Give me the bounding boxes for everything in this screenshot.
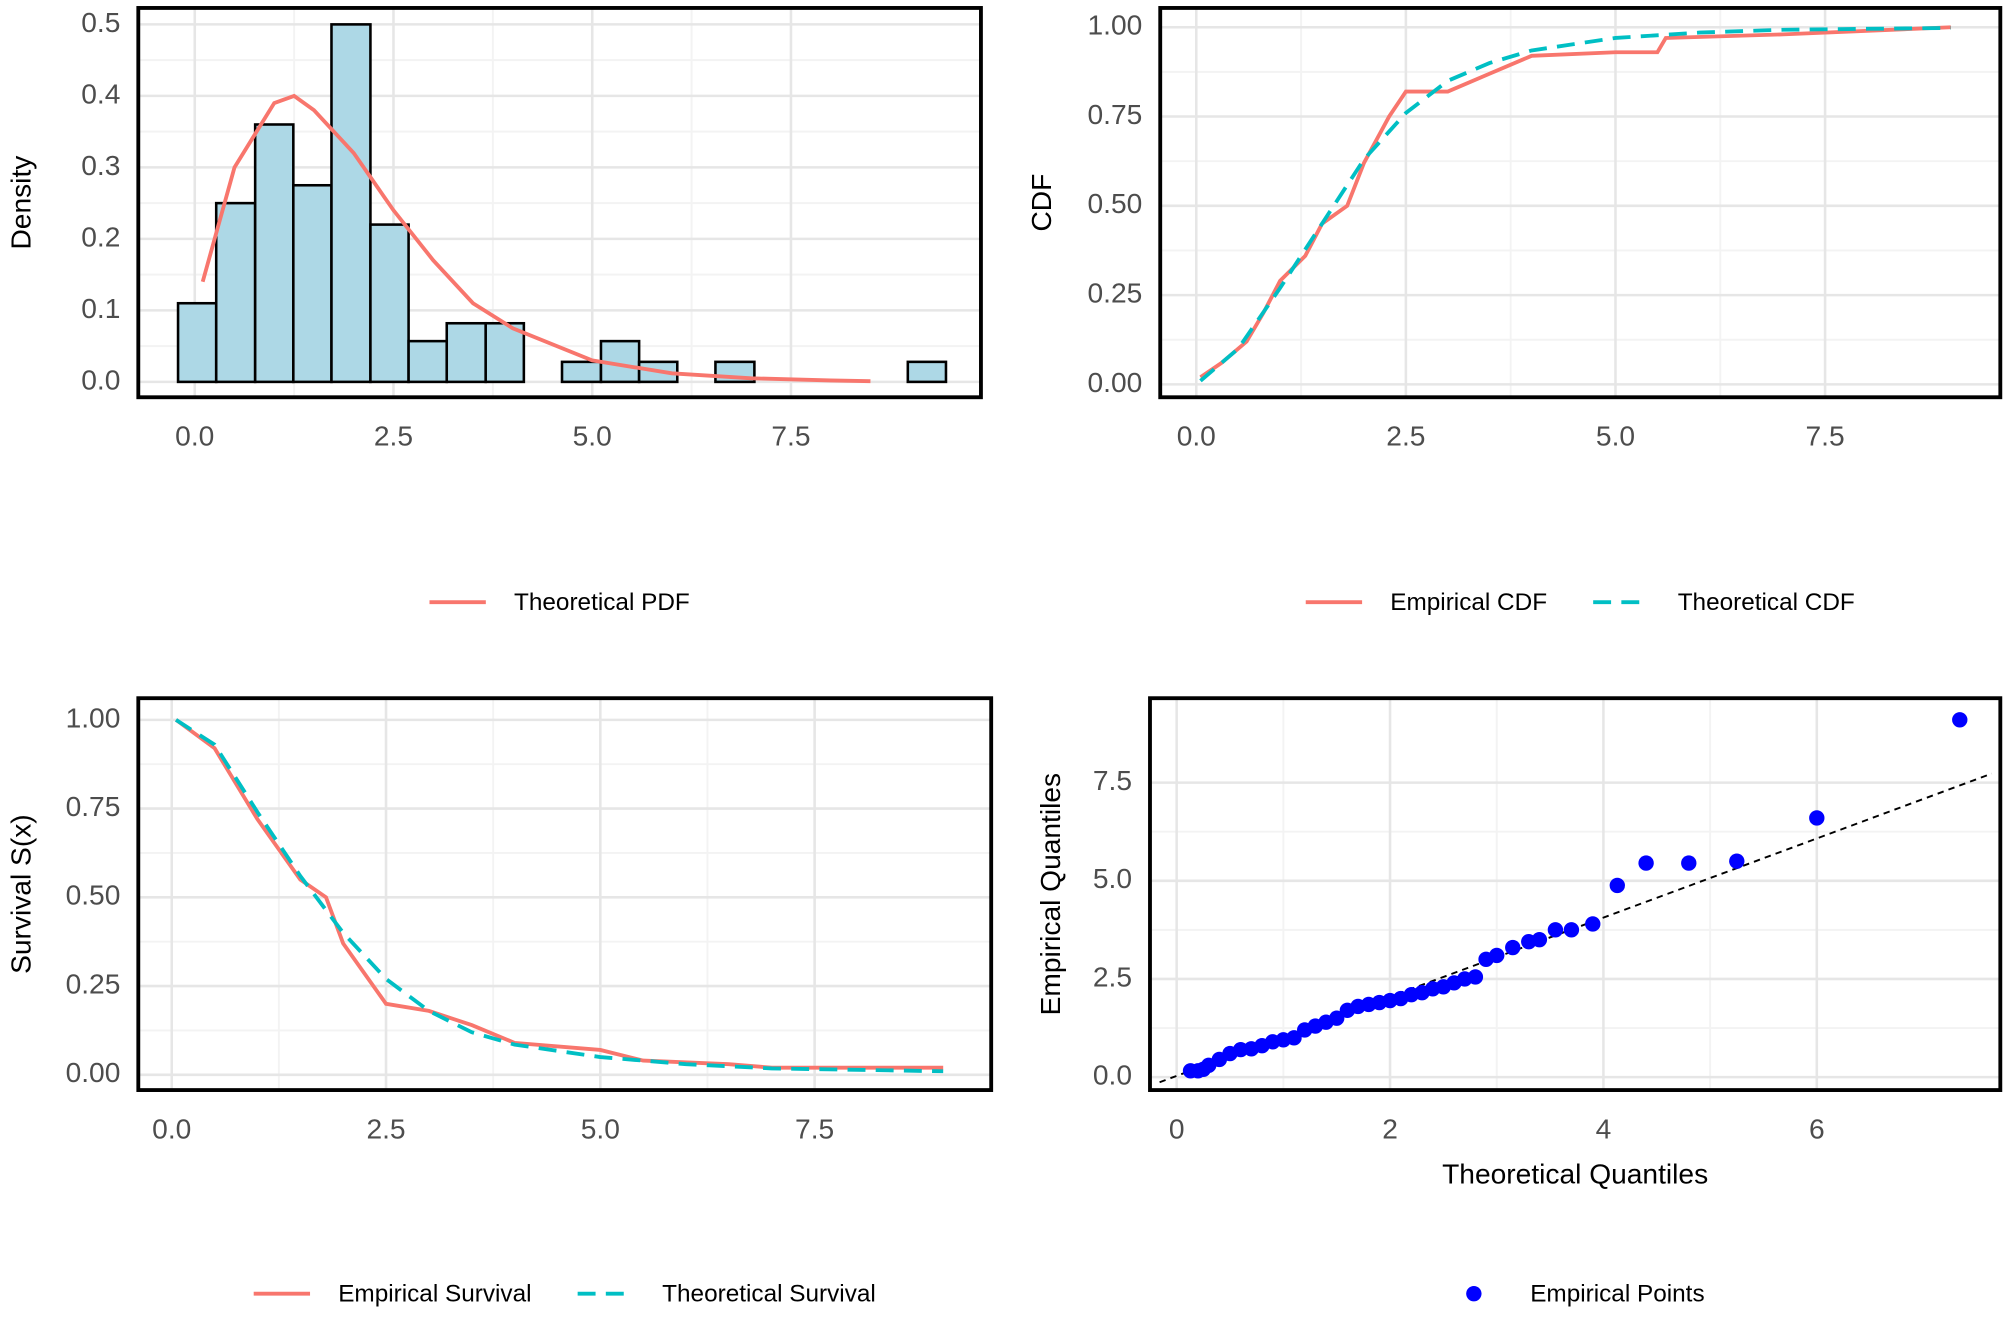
legend-label: Empirical CDF xyxy=(1390,589,1547,616)
x-tick-label: 7.5 xyxy=(771,420,810,452)
panel-border xyxy=(1158,6,2003,400)
scatter-point xyxy=(1563,922,1580,938)
y-tick-label: 0.00 xyxy=(1087,366,1142,398)
series-line xyxy=(174,718,944,1070)
y-tick-label: 0.0 xyxy=(81,363,120,395)
legend: Empirical Points xyxy=(1466,1280,1705,1307)
histogram-bar xyxy=(253,123,295,384)
histogram-bar xyxy=(906,360,948,384)
scatter-point xyxy=(1638,855,1654,871)
y-tick-label: 0.50 xyxy=(66,879,121,911)
y-tick-label: 0.25 xyxy=(1087,277,1142,309)
y-tick-label: 0.00 xyxy=(66,1056,121,1088)
x-tick-label: 7.5 xyxy=(795,1112,834,1144)
x-tick-label: 5.0 xyxy=(1596,420,1635,452)
y-tick-label: 1.00 xyxy=(66,701,121,733)
y-tick-label: 5.0 xyxy=(1093,862,1132,894)
y-tick-label: 0.1 xyxy=(81,292,120,324)
scatter-point xyxy=(1467,969,1484,985)
x-tick-label: 0.0 xyxy=(1177,420,1216,452)
x-tick-label: 5.0 xyxy=(573,420,612,452)
legend-label: Empirical Points xyxy=(1530,1280,1704,1307)
legend: Empirical CDF Theoretical CDF xyxy=(1305,589,1855,616)
series-line xyxy=(1199,26,1951,383)
legend: Empirical Survival Theoretical Survival xyxy=(253,1280,876,1307)
plot-area xyxy=(138,7,981,398)
histogram-bar xyxy=(445,321,487,384)
series-line xyxy=(1199,25,1951,379)
density-line xyxy=(200,93,871,384)
scatter-point xyxy=(1585,916,1601,932)
y-tick-label: 0.75 xyxy=(66,790,121,822)
legend-label: Theoretical Survival xyxy=(662,1280,876,1307)
scatter-point xyxy=(1286,1030,1302,1046)
plot-area xyxy=(138,698,992,1091)
panel-border xyxy=(1148,696,2003,1092)
histogram-bar xyxy=(369,223,410,384)
scatter-point xyxy=(1609,877,1625,894)
legend: Theoretical PDF xyxy=(429,589,690,616)
histogram-bar xyxy=(407,339,449,384)
x-tick-label: 4 xyxy=(1596,1112,1612,1144)
legend-label: Empirical Survival xyxy=(338,1280,531,1307)
y-tick-label: 0.5 xyxy=(81,6,120,38)
legend-marker xyxy=(1466,1286,1482,1302)
x-tick-label: 0.0 xyxy=(175,420,214,452)
y-axis-title: Empirical Quantiles xyxy=(1034,773,1066,1016)
x-tick-label: 6 xyxy=(1809,1112,1825,1144)
scatter-point xyxy=(1329,1010,1345,1026)
plot-area xyxy=(1149,698,2001,1091)
x-tick-label: 7.5 xyxy=(1806,420,1845,452)
y-tick-label: 1.00 xyxy=(1087,9,1142,41)
histogram-bar xyxy=(214,201,257,384)
x-tick-label: 0.0 xyxy=(152,1112,191,1144)
legend-label: Theoretical CDF xyxy=(1678,589,1855,616)
y-tick-label: 7.5 xyxy=(1093,764,1132,796)
plot-area xyxy=(1160,7,2001,398)
histogram-bar xyxy=(560,360,603,384)
scatter-point xyxy=(1729,853,1745,869)
scatter-point xyxy=(1952,712,1968,728)
x-tick-label: 2.5 xyxy=(374,420,413,452)
scatter-point xyxy=(1809,810,1825,826)
x-tick-label: 2.5 xyxy=(1386,420,1425,452)
y-axis-title: Survival S(x) xyxy=(4,814,36,974)
scatter-point xyxy=(1489,947,1505,964)
x-tick-label: 0 xyxy=(1169,1112,1185,1144)
panel-border xyxy=(136,6,983,400)
y-axis-title: CDF xyxy=(1025,174,1057,232)
y-tick-label: 0.3 xyxy=(81,149,120,181)
y-axis-title: Density xyxy=(4,155,36,250)
scatter-point xyxy=(1547,922,1564,938)
y-tick-label: 0.75 xyxy=(1087,98,1142,130)
y-tick-label: 2.5 xyxy=(1093,960,1132,992)
x-tick-label: 5.0 xyxy=(581,1112,620,1144)
y-tick-label: 0.4 xyxy=(81,77,120,109)
scatter-point xyxy=(1531,931,1548,948)
histogram-bar xyxy=(176,301,218,384)
series-line xyxy=(174,718,944,1074)
histogram-bar xyxy=(330,23,372,384)
y-tick-label: 0.25 xyxy=(66,968,121,1000)
scatter-point xyxy=(1505,939,1521,956)
x-axis-title: Theoretical Quantiles xyxy=(1442,1157,1708,1189)
scatter-point xyxy=(1681,855,1697,871)
y-tick-label: 0.0 xyxy=(1093,1059,1132,1091)
x-tick-label: 2.5 xyxy=(366,1112,405,1144)
histogram-bar xyxy=(292,183,333,384)
y-tick-label: 0.50 xyxy=(1087,187,1142,219)
legend-label: Theoretical PDF xyxy=(514,589,690,616)
y-tick-label: 0.2 xyxy=(81,220,120,252)
panel-border xyxy=(136,696,994,1092)
x-tick-label: 2 xyxy=(1382,1112,1398,1144)
